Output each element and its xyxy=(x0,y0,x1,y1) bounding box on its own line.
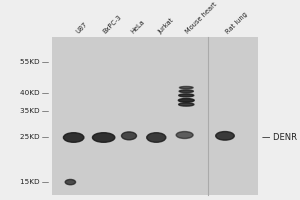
Text: 40KD —: 40KD — xyxy=(20,90,49,96)
Ellipse shape xyxy=(216,132,234,140)
Text: 55KD —: 55KD — xyxy=(20,59,49,65)
Ellipse shape xyxy=(179,86,193,89)
Ellipse shape xyxy=(179,90,194,93)
Text: — DENR: — DENR xyxy=(262,133,297,142)
Ellipse shape xyxy=(65,179,76,185)
Ellipse shape xyxy=(63,133,84,142)
Text: Mouse heart: Mouse heart xyxy=(184,2,218,35)
Ellipse shape xyxy=(178,99,194,102)
Text: Rat lung: Rat lung xyxy=(225,11,249,35)
Text: U87: U87 xyxy=(75,21,89,35)
Text: 15KD —: 15KD — xyxy=(20,179,49,185)
Ellipse shape xyxy=(92,133,115,142)
Text: Jurkat: Jurkat xyxy=(157,17,175,35)
Text: BxPC-3: BxPC-3 xyxy=(102,14,123,35)
Text: HeLa: HeLa xyxy=(130,19,146,35)
Text: 35KD —: 35KD — xyxy=(20,108,49,114)
Ellipse shape xyxy=(179,94,194,97)
Ellipse shape xyxy=(178,103,194,106)
Bar xyxy=(52,37,258,195)
Text: 25KD —: 25KD — xyxy=(20,134,49,140)
Ellipse shape xyxy=(122,132,136,140)
Ellipse shape xyxy=(176,132,193,138)
Ellipse shape xyxy=(147,133,166,142)
